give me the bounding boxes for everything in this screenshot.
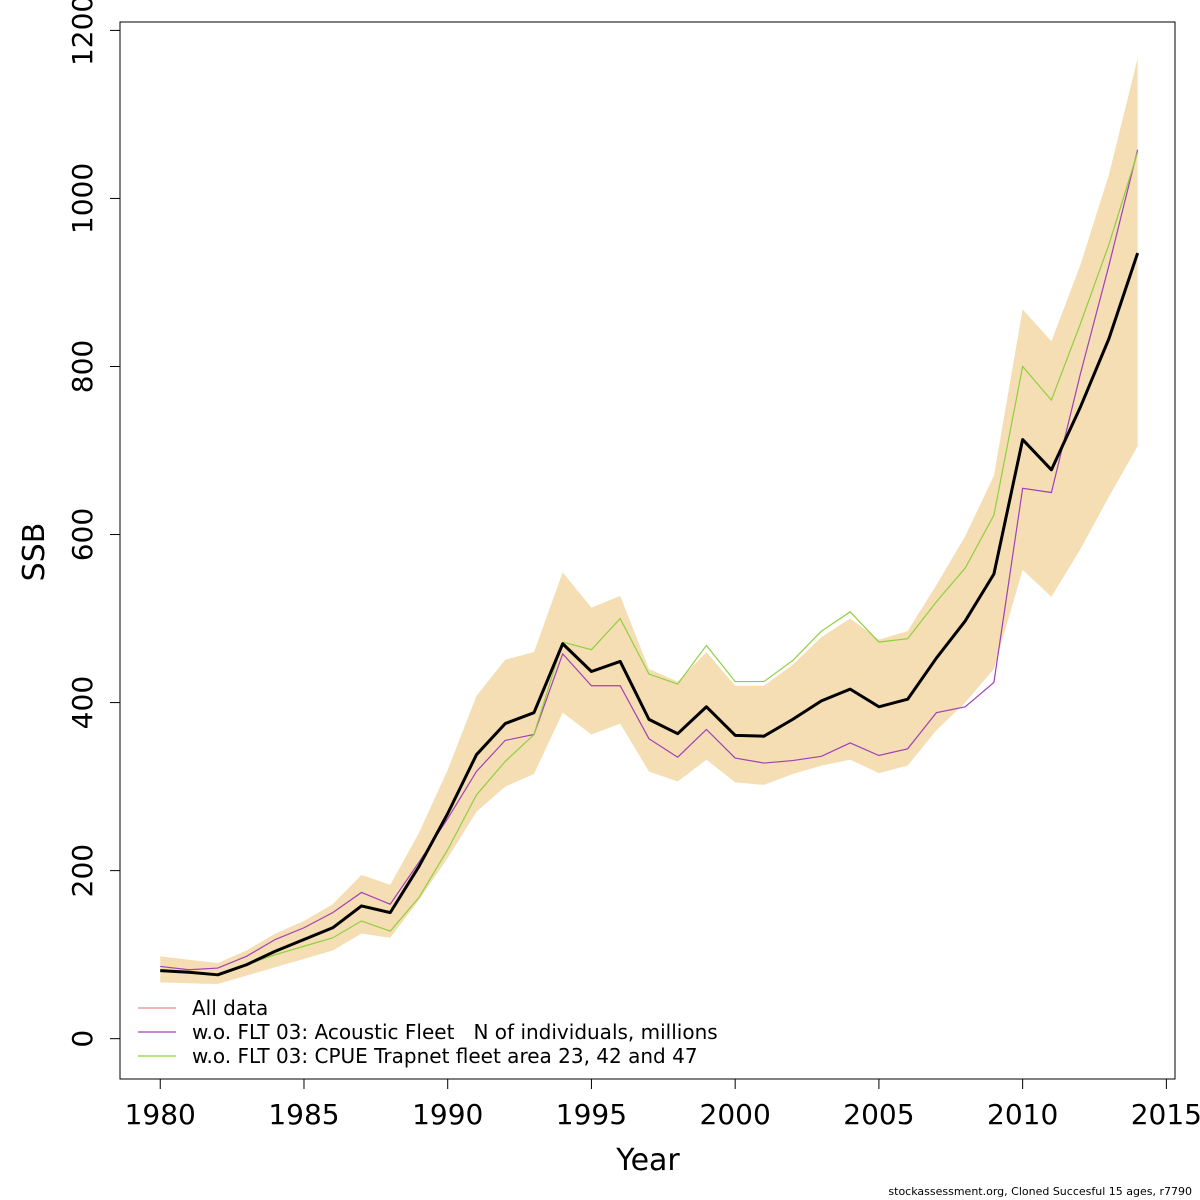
y-tick-label-1000: 1000 (66, 163, 99, 234)
y-axis-title: SSB (17, 523, 52, 582)
y-tick-label-0: 0 (66, 1030, 99, 1048)
series-line-2 (160, 149, 1139, 971)
series-layer (160, 149, 1140, 977)
x-tick-label-2005: 2005 (843, 1098, 914, 1131)
x-tick-label-1995: 1995 (556, 1098, 627, 1131)
x-tick-label-2000: 2000 (700, 1098, 771, 1131)
x-tick-label-1990: 1990 (412, 1098, 483, 1131)
y-tick-label-400: 400 (66, 676, 99, 729)
legend-label-2: w.o. FLT 03: Acoustic Fleet N of individ… (192, 1020, 718, 1044)
y-tick-label-1200: 1200 (66, 0, 99, 66)
x-axis-title: Year (615, 1143, 680, 1178)
x-tick-label-2010: 2010 (987, 1098, 1058, 1131)
y-tick-label-200: 200 (66, 844, 99, 897)
x-tick-label-1985: 1985 (268, 1098, 339, 1131)
x-axis: 1980 1985 1990 1995 2000 2005 2010 2015 (125, 1078, 1200, 1131)
main-estimate-line (160, 252, 1140, 977)
x-tick-label-1980: 1980 (125, 1098, 196, 1131)
legend-label-3: w.o. FLT 03: CPUE Trapnet fleet area 23,… (192, 1044, 698, 1068)
footer-caption: stockassessment.org, Cloned Succesful 15… (888, 1185, 1192, 1198)
y-tick-label-800: 800 (66, 340, 99, 393)
series-line-3 (160, 152, 1139, 976)
legend-label-1: All data (192, 996, 268, 1020)
y-tick-label-600: 600 (66, 508, 99, 561)
y-axis: 0 200 400 600 800 1000 1200 (66, 0, 121, 1048)
x-tick-label-2015: 2015 (1131, 1098, 1200, 1131)
